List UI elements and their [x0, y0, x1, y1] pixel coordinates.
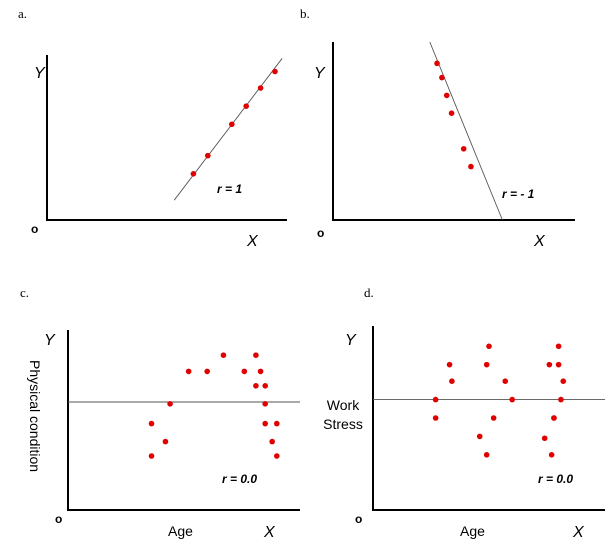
correlation-label: r = 0.0 — [222, 472, 257, 486]
data-point — [448, 110, 455, 116]
origin-label: o — [31, 222, 38, 236]
y-axis-letter: Y — [34, 65, 46, 82]
data-point — [167, 401, 173, 407]
y-axis-letter: Y — [314, 65, 326, 82]
data-point — [558, 396, 564, 403]
axes — [46, 55, 287, 221]
data-point — [162, 438, 169, 445]
axes — [332, 42, 575, 221]
y-axis-title-line: Stress — [323, 416, 363, 432]
data-point — [541, 435, 548, 442]
origin-label: o — [355, 512, 362, 526]
data-point — [446, 361, 453, 368]
regression-line — [173, 58, 283, 201]
origin-label: o — [55, 512, 62, 526]
panel-letter: b. — [300, 6, 310, 21]
data-point — [548, 452, 555, 458]
data-point — [434, 60, 440, 67]
axes — [372, 326, 605, 511]
data-point — [439, 74, 445, 81]
x-axis-letter: X — [246, 233, 259, 250]
data-point — [274, 453, 280, 459]
data-point — [229, 121, 235, 128]
panel-a: a. Y Xo r = 1 — [18, 6, 287, 250]
y-axis-title: Physical condition — [27, 360, 43, 472]
data-point — [560, 378, 567, 385]
y-axis-letter: Y — [44, 332, 56, 349]
y-axis-title-line: Work — [327, 397, 360, 413]
data-point — [185, 368, 192, 375]
data-point — [205, 152, 211, 159]
x-axis-title: Age — [460, 523, 485, 539]
origin-label: o — [317, 226, 324, 240]
data-point — [483, 452, 490, 458]
y-axis-title: Work Stress — [323, 397, 363, 432]
data-point — [555, 361, 562, 368]
data-point — [551, 415, 557, 421]
correlation-label: r = 1 — [217, 182, 242, 196]
data-point — [432, 415, 439, 421]
data-point — [432, 396, 439, 403]
x-axis-letter: X — [572, 524, 585, 541]
data-point — [274, 420, 280, 427]
data-point — [148, 453, 155, 459]
data-point — [486, 343, 492, 350]
data-point — [546, 361, 553, 368]
data-point — [241, 368, 248, 375]
correlation-label: r = 0.0 — [538, 472, 573, 486]
data-point — [243, 103, 249, 109]
axes — [67, 330, 300, 511]
data-point — [468, 163, 474, 170]
data-point — [476, 433, 483, 440]
data-point — [262, 420, 269, 427]
data-point — [272, 68, 278, 75]
data-point — [490, 415, 497, 421]
data-point — [555, 343, 562, 350]
data-point — [460, 146, 467, 152]
data-point — [257, 368, 264, 375]
panel-b: b. Y Xo r = - 1 — [300, 6, 575, 250]
x-axis-letter: X — [263, 524, 276, 541]
data-point — [483, 361, 490, 368]
data-point — [262, 401, 269, 407]
x-axis-title: Age — [168, 523, 193, 539]
data-point — [148, 420, 155, 427]
panel-letter: a. — [18, 6, 27, 21]
x-axis-letter: X — [533, 233, 546, 250]
y-axis-letter: Y — [345, 332, 357, 349]
data-point — [443, 92, 450, 99]
panel-c: c. Y Xo r = 0.0 Age Physical condition — [20, 285, 300, 541]
data-point — [262, 383, 269, 389]
data-point — [269, 438, 275, 445]
data-point — [502, 378, 509, 385]
data-point — [257, 85, 264, 91]
correlation-label: r = - 1 — [502, 187, 535, 201]
data-point — [253, 383, 259, 389]
data-point — [509, 396, 515, 403]
data-point — [190, 171, 197, 177]
panel-letter: d. — [364, 285, 374, 300]
data-point — [253, 352, 259, 359]
regression-line — [429, 41, 503, 221]
data-point — [204, 368, 210, 375]
data-point — [449, 378, 455, 385]
panel-d: d. Y Xo r = 0.0 Age Work Stress — [323, 285, 605, 541]
panel-letter: c. — [20, 285, 29, 300]
data-point — [220, 352, 227, 359]
